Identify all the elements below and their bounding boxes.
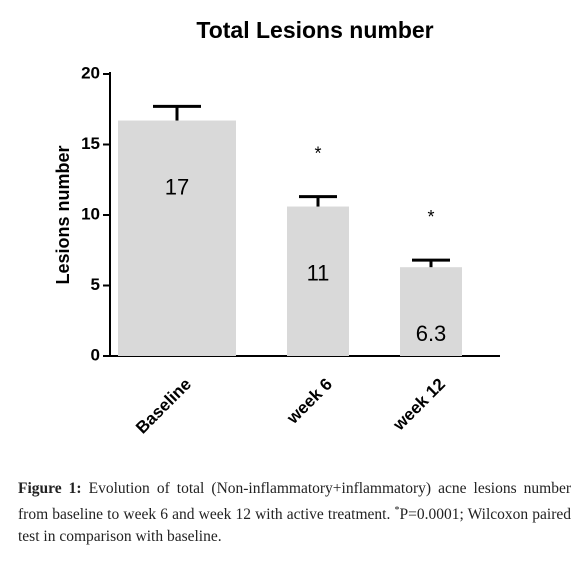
annotation: * — [314, 143, 321, 163]
caption-text: Evolution of total (Non-inflammatory+inf… — [18, 480, 572, 524]
caption-note: P=0.0001; Wilcoxon paired test in compar… — [18, 506, 572, 546]
value-label: 11 — [307, 260, 330, 285]
value-label: 17 — [165, 174, 189, 199]
bar — [400, 267, 462, 356]
y-tick-label: 0 — [91, 345, 100, 364]
chart-title: Total Lesions number — [196, 17, 433, 43]
y-axis-label: Lesions number — [53, 145, 73, 284]
y-tick-label: 10 — [81, 204, 100, 223]
x-tick-label: week 6 — [282, 375, 336, 429]
caption-label: Figure 1: — [18, 480, 82, 497]
caption-sup: * — [394, 505, 400, 516]
bar — [118, 120, 236, 356]
annotation: * — [427, 207, 434, 227]
y-tick-label: 20 — [81, 63, 100, 82]
x-tick-label: week 12 — [389, 375, 449, 435]
caption: Figure 1: Evolution of total (Non-inflam… — [18, 478, 571, 548]
bar — [287, 206, 349, 356]
value-label: 6.3 — [416, 321, 447, 346]
x-tick-label: Baseline — [132, 375, 195, 438]
y-tick-label: 5 — [91, 275, 100, 294]
chart: Total Lesions number Lesions number 0 5 10… — [53, 17, 500, 438]
y-tick-label: 15 — [81, 134, 100, 153]
